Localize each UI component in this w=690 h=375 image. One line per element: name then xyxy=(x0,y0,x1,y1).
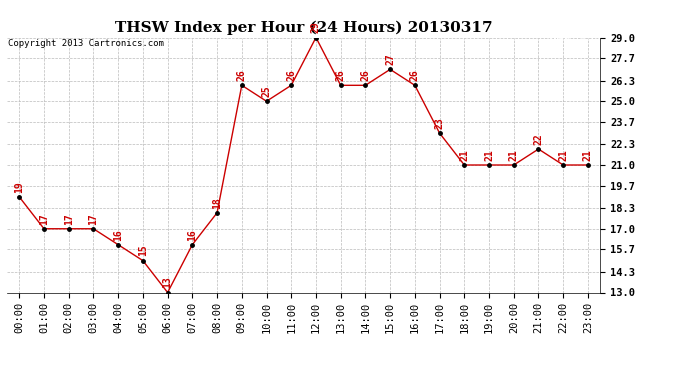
Text: 22: 22 xyxy=(533,133,544,145)
Text: 26: 26 xyxy=(286,69,296,81)
Text: 16: 16 xyxy=(188,229,197,240)
Text: 16: 16 xyxy=(113,229,123,240)
Text: 19: 19 xyxy=(14,181,24,193)
Text: THSW  (°F): THSW (°F) xyxy=(548,32,601,41)
Text: 18: 18 xyxy=(212,197,222,208)
Title: THSW Index per Hour (24 Hours) 20130317: THSW Index per Hour (24 Hours) 20130317 xyxy=(115,21,493,35)
Text: 23: 23 xyxy=(435,117,444,129)
Text: Copyright 2013 Cartronics.com: Copyright 2013 Cartronics.com xyxy=(8,39,164,48)
Text: 21: 21 xyxy=(583,149,593,161)
Text: 26: 26 xyxy=(336,69,346,81)
Text: 21: 21 xyxy=(509,149,519,161)
Text: 13: 13 xyxy=(163,277,172,288)
Text: 26: 26 xyxy=(237,69,247,81)
Text: 26: 26 xyxy=(410,69,420,81)
Text: 25: 25 xyxy=(262,86,271,97)
Text: 17: 17 xyxy=(39,213,49,225)
Text: 21: 21 xyxy=(484,149,494,161)
Text: 17: 17 xyxy=(63,213,74,225)
Text: 17: 17 xyxy=(88,213,99,225)
Text: 29: 29 xyxy=(311,22,321,33)
Text: 21: 21 xyxy=(558,149,568,161)
Text: 21: 21 xyxy=(460,149,469,161)
Text: 26: 26 xyxy=(360,69,371,81)
Text: 27: 27 xyxy=(385,54,395,65)
Text: 15: 15 xyxy=(138,245,148,256)
